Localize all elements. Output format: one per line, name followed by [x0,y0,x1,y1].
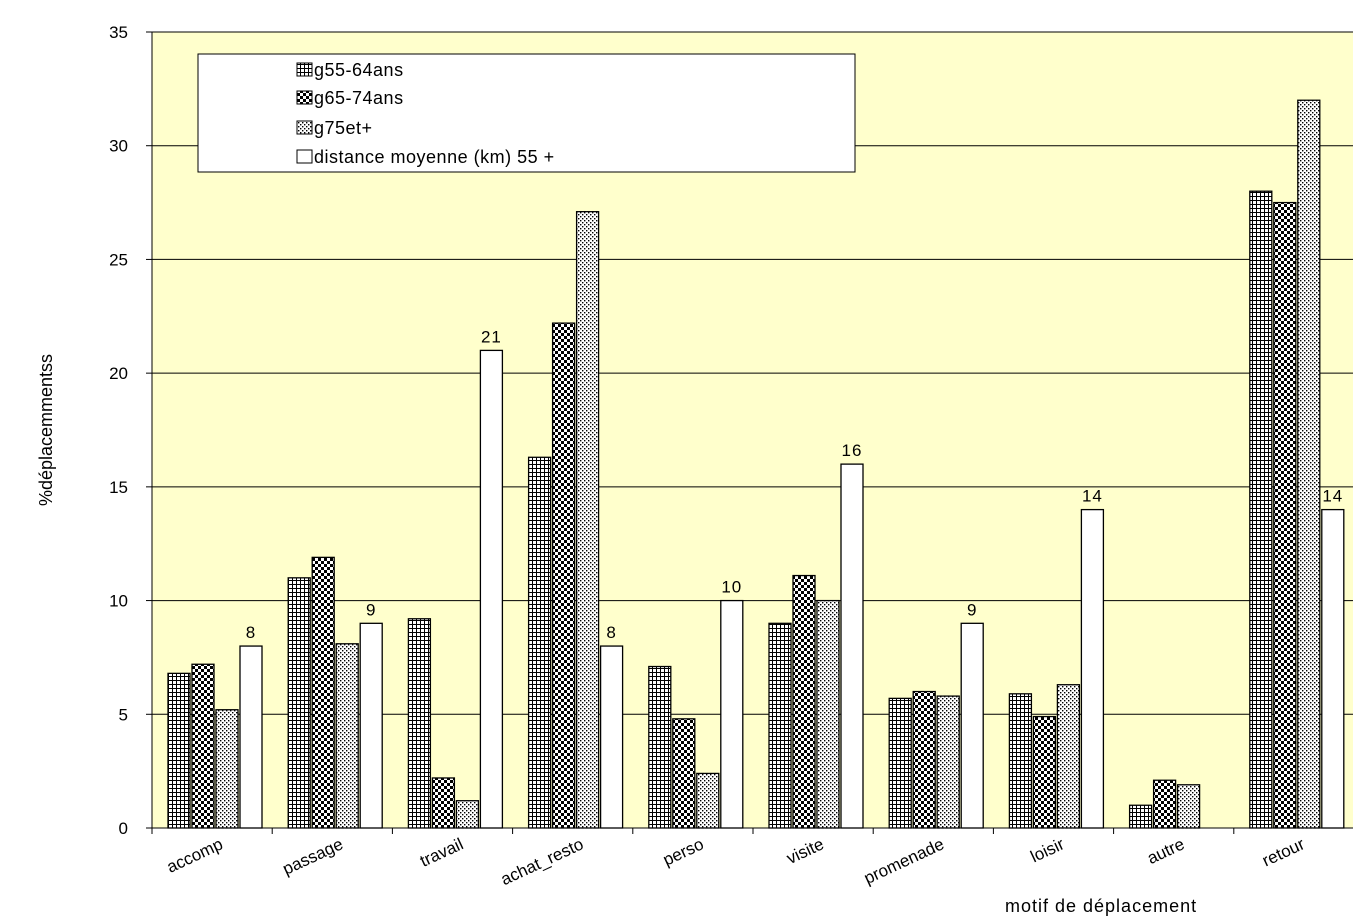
data-labels: 8 9 21 8 10 16 9 14 14 [246,327,1343,642]
bar-distance-moyenne-km-55--perso [720,599,744,829]
legend-swatch-g65-74ans [296,90,313,105]
legend-swatch-g55-64ans [296,62,313,77]
data-label: 14 [1322,487,1343,506]
bar-g65-74ans-autre [1152,779,1177,829]
bar-distance-moyenne-km-55--loisir [1080,508,1105,829]
data-label: 9 [366,600,376,619]
bar-g75et--perso [696,772,720,829]
bar-g75et--retour [1297,99,1321,829]
x-axis-label: motif de déplacement [1005,896,1197,916]
x-tick-label-promenade: promenade [861,834,947,888]
y-tick-label: 10 [109,592,128,611]
data-label: 8 [606,623,616,642]
bar-distance-moyenne-km-55--achat-resto [599,645,624,829]
bar-g65-74ans-retour [1273,201,1297,829]
bar-distance-moyenne-km-55--passage [359,622,383,829]
bar-g75et--loisir [1056,684,1081,829]
bar-g75et--accomp [215,709,239,829]
y-tick-label: 25 [109,250,128,269]
x-tick-label-accomp: accomp [164,834,226,876]
y-axis-label: %déplacemmentss [36,354,56,506]
bar-g55-64ans-loisir [1008,693,1033,829]
bar-g55-64ans-travail [407,618,432,829]
y-tick-label: 35 [109,23,128,42]
x-tick-label-retour: retour [1259,834,1308,870]
bar-g65-74ans-loisir [1032,715,1057,829]
bar-distance-moyenne-km-55--promenade [960,622,984,829]
data-label: 10 [721,578,742,597]
legend: g55-64ans g65-74ans g75et+ distance moye… [197,53,856,173]
bar-g55-64ans-achat-resto [527,456,552,829]
y-tick-label: 30 [109,137,128,156]
bar-g75et--autre [1176,784,1201,829]
bars [167,99,1345,829]
data-label: 9 [967,600,977,619]
legend-label-distance: distance moyenne (km) 55 + [314,147,555,167]
bar-g55-64ans-promenade [888,697,912,829]
bar-g65-74ans-perso [672,718,696,829]
y-tick-label: 15 [109,478,128,497]
bar-g75et--travail [455,800,480,829]
y-tick-label: 20 [109,364,128,383]
bar-g55-64ans-visite [768,622,792,829]
x-tick-label-autre: autre [1144,834,1187,868]
bar-distance-moyenne-km-55--visite [840,463,864,829]
legend-label-g75et: g75et+ [314,118,373,138]
bar-g65-74ans-promenade [912,690,936,829]
bar-g75et--achat-resto [575,211,600,829]
x-tick-label-passage: passage [280,834,346,878]
legend-label-g65-74ans: g65-74ans [314,88,404,108]
legend-swatch-g75et [296,120,313,135]
y-tick-label: 0 [119,819,128,838]
data-label: 14 [1082,487,1103,506]
bar-g65-74ans-achat-resto [551,322,576,829]
bar-g65-74ans-visite [792,574,816,829]
x-tick-label-loisir: loisir [1027,834,1067,866]
bar-g65-74ans-accomp [191,663,215,829]
legend-label-g55-64ans: g55-64ans [314,60,404,80]
bar-distance-moyenne-km-55--travail [479,349,504,829]
data-label: 21 [481,327,502,346]
bar-distance-moyenne-km-55--retour [1321,508,1345,829]
bar-g55-64ans-accomp [167,672,191,829]
bar-g75et--promenade [936,695,960,829]
bar-g55-64ans-retour [1249,190,1273,829]
bar-distance-moyenne-km-55--accomp [239,645,263,829]
x-tick-label-perso: perso [660,834,707,869]
bar-g65-74ans-travail [431,777,456,829]
bar-g55-64ans-passage [287,577,311,829]
x-tick-label-travail: travail [417,834,466,870]
bar-g55-64ans-autre [1128,804,1153,829]
x-tick-label-visite: visite [784,834,827,868]
bar-g55-64ans-perso [648,665,672,829]
bar-g75et--visite [816,599,840,829]
y-tick-label: 5 [119,705,128,724]
bar-g75et--passage [335,643,359,829]
legend-swatch-distance [296,149,313,164]
bar-g65-74ans-passage [311,556,335,829]
data-label: 16 [842,441,863,460]
x-tick-label-achat-resto: achat_resto [498,834,587,889]
data-label: 8 [246,623,256,642]
